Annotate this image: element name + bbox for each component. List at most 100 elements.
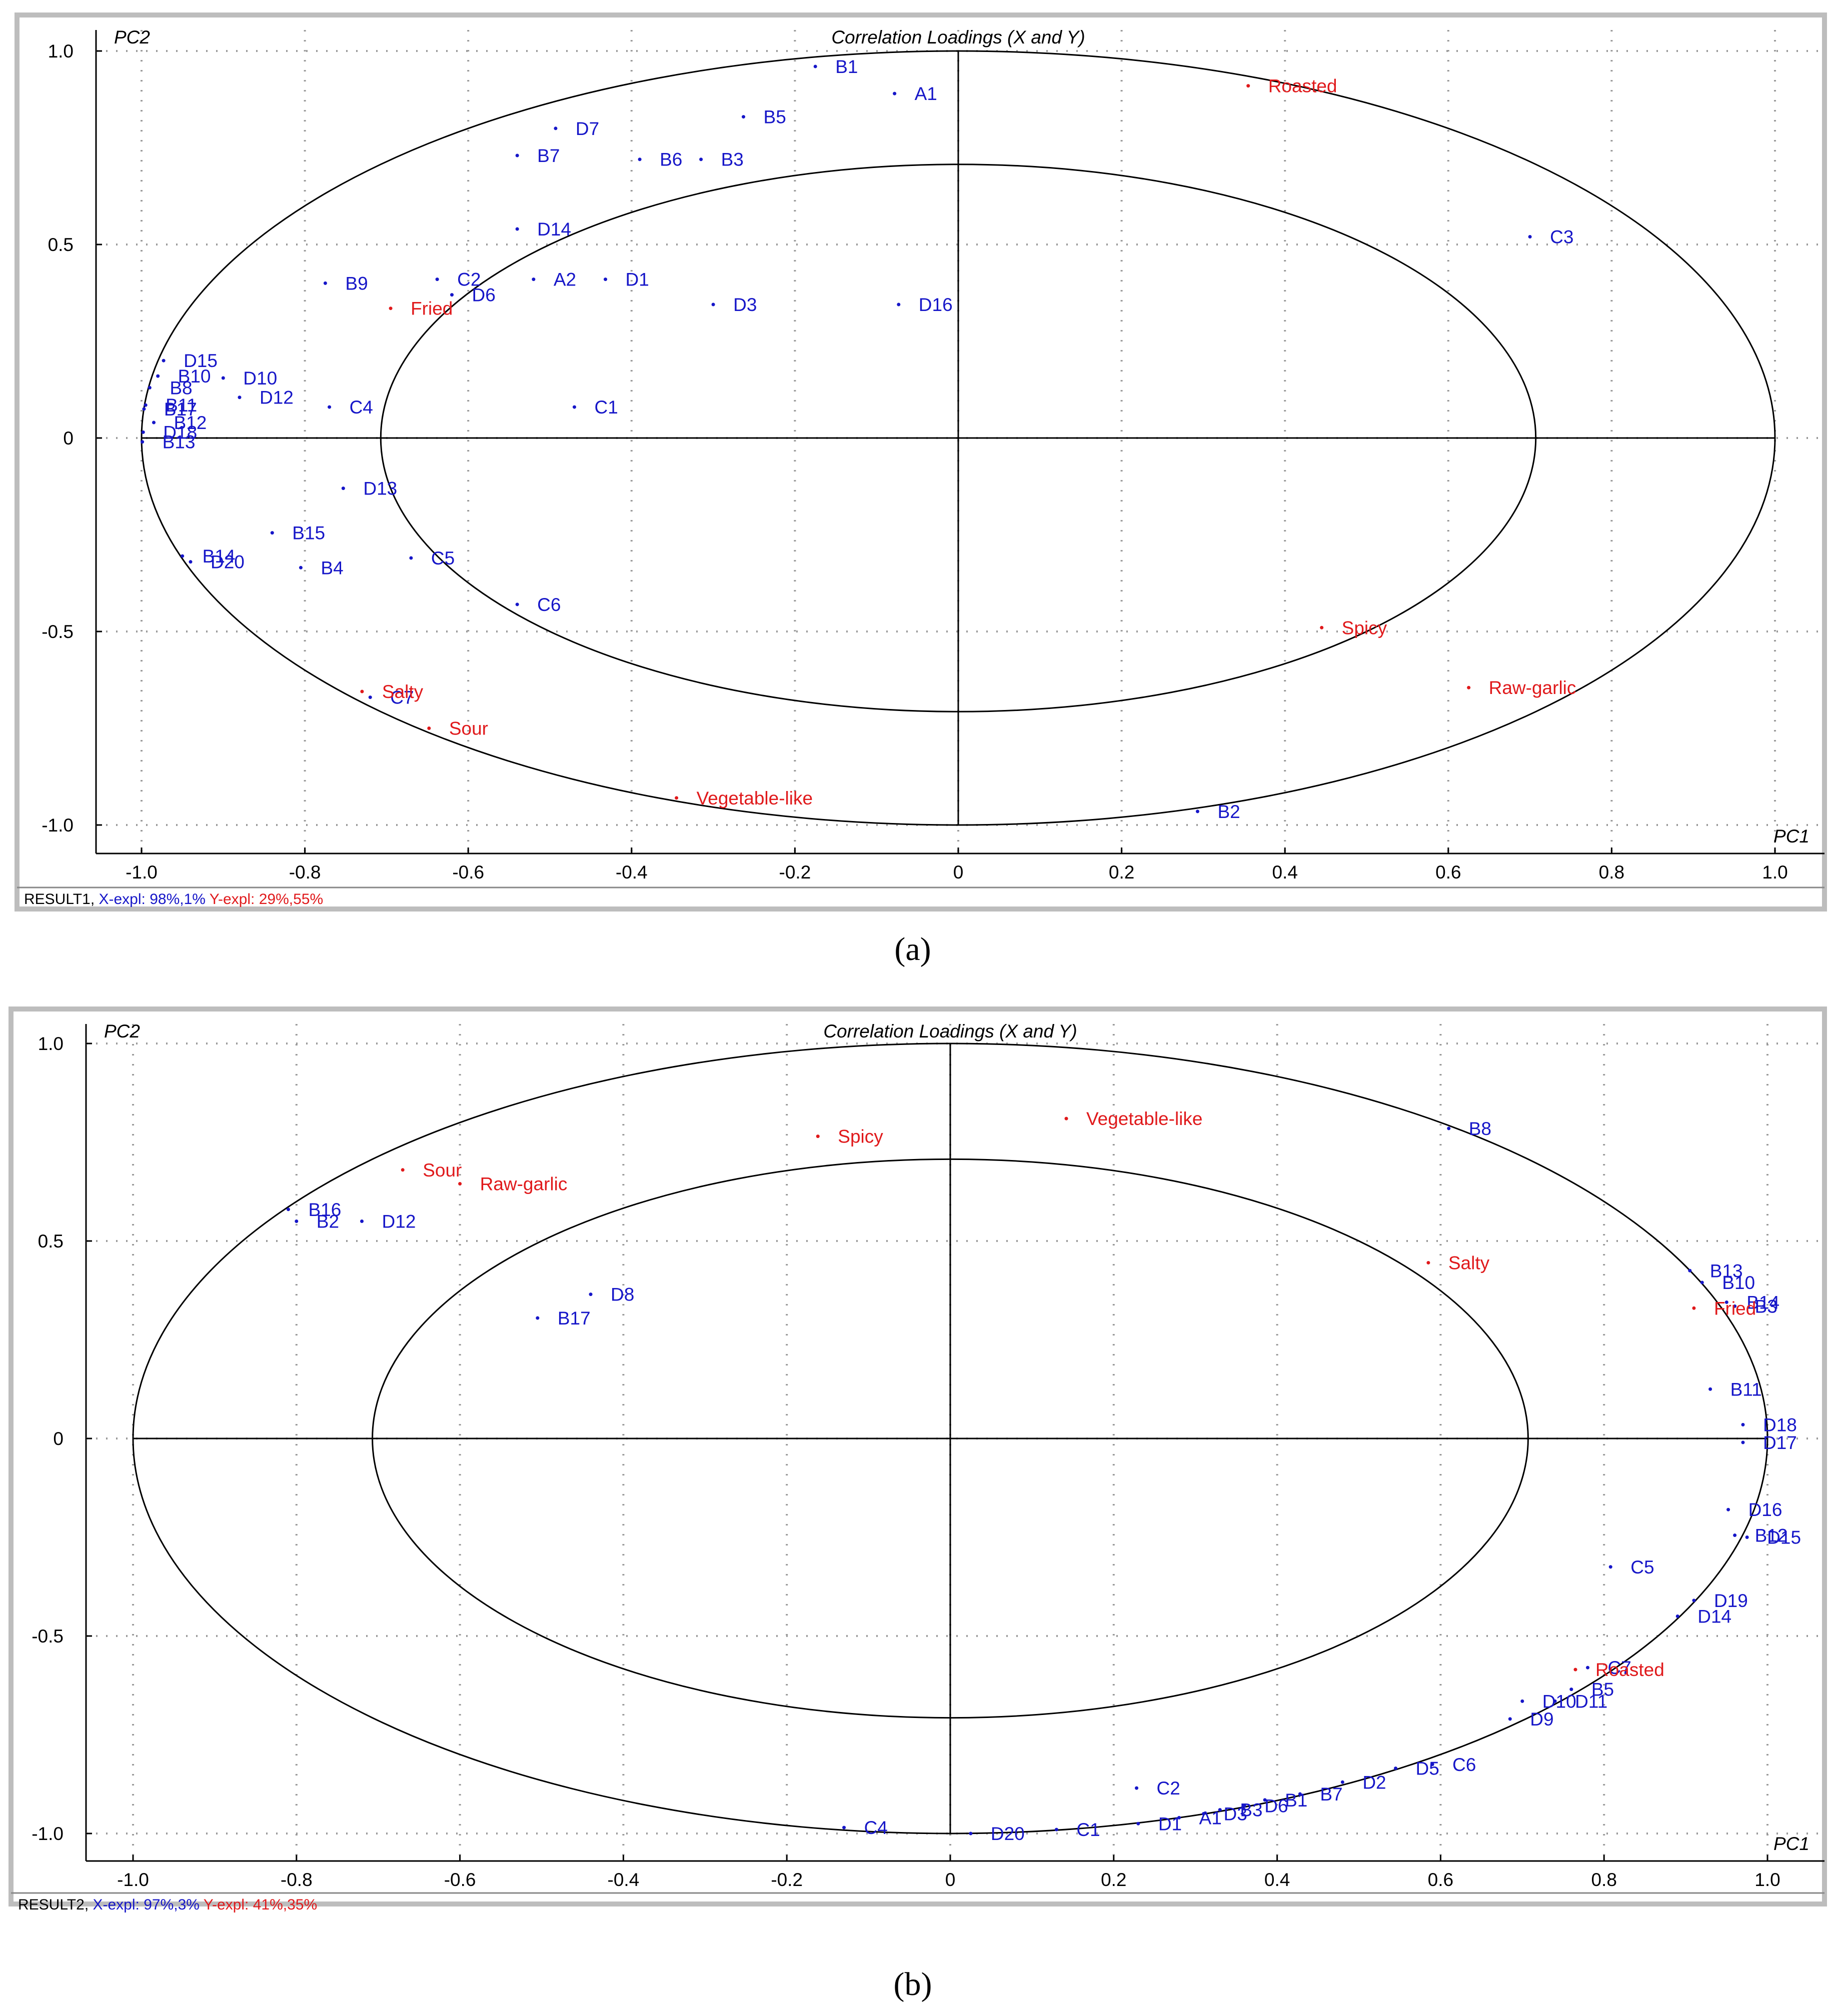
point-b8 [148, 386, 152, 390]
x-tick-label: 0.6 [1435, 862, 1461, 882]
label-d11: D11 [1575, 1691, 1607, 1712]
point-c3 [1528, 235, 1532, 239]
point-vegetable-like [675, 796, 679, 800]
point-d19 [1692, 1598, 1696, 1602]
label-b10: B10 [178, 366, 211, 386]
point-d6 [450, 293, 454, 297]
point-b16 [286, 1208, 290, 1212]
point-c5 [409, 556, 413, 560]
label-c1: C1 [1076, 1820, 1100, 1840]
point-b17 [536, 1316, 540, 1320]
label-d7: D7 [576, 118, 599, 139]
point-d7 [554, 126, 558, 130]
label-d6: D6 [472, 285, 496, 306]
point-roasted [1246, 84, 1250, 88]
point-d11 [1553, 1699, 1557, 1703]
label-b17: B17 [558, 1308, 591, 1328]
label-c1: C1 [594, 397, 618, 418]
label-d14: D14 [537, 219, 571, 240]
point-b5 [1569, 1688, 1573, 1692]
chart-title: Correlation Loadings (X and Y) [823, 1021, 1077, 1042]
x-tick-label: -0.4 [608, 1870, 640, 1890]
point-b3 [699, 158, 703, 162]
panel-caption: (a) [894, 931, 931, 968]
label-d6: D6 [1264, 1796, 1288, 1816]
x-tick-label: 0.2 [1101, 1870, 1126, 1890]
point-d3 [1202, 1812, 1206, 1816]
point-salty [1426, 1260, 1430, 1264]
label-d8: D8 [611, 1284, 634, 1305]
x-axis-title: PC1 [1773, 1834, 1809, 1854]
y-axis-title: PC2 [114, 27, 150, 48]
status-result: RESULT1, [24, 891, 99, 908]
label-b12: B12 [174, 412, 207, 433]
label-c5: C5 [1630, 1557, 1654, 1578]
label-d10: D10 [1542, 1691, 1576, 1712]
label-d12: D12 [260, 388, 294, 408]
label-c3: C3 [1550, 227, 1573, 248]
inner-correlation-ellipse [372, 1158, 1529, 1719]
label-d3: D3 [1224, 1804, 1247, 1824]
point-b8 [1447, 1126, 1451, 1130]
label-raw-garlic: Raw-garlic [1489, 678, 1576, 698]
point-c1 [572, 405, 576, 409]
point-b1 [1263, 1798, 1267, 1802]
label-sour: Sour [449, 718, 488, 739]
point-b2 [295, 1220, 299, 1223]
chart-frame [9, 1006, 1827, 1906]
x-tick-label: -0.6 [444, 1870, 476, 1890]
label-b5: B5 [764, 107, 786, 128]
point-b14 [181, 554, 185, 558]
point-b13 [141, 440, 145, 444]
label-d15: D15 [1767, 1528, 1801, 1548]
x-tick-label: 0.6 [1428, 1870, 1453, 1890]
point-roasted [1573, 1668, 1577, 1672]
point-d16 [897, 302, 901, 306]
label-b8: B8 [1469, 1118, 1491, 1139]
label-b13: B13 [1710, 1260, 1743, 1281]
point-c6 [1430, 1762, 1434, 1766]
point-b14 [1724, 1300, 1728, 1304]
label-salty: Salty [382, 682, 424, 702]
point-b3 [1733, 1304, 1737, 1308]
label-fried: Fried [1714, 1298, 1756, 1318]
point-d10 [1520, 1699, 1524, 1703]
label-d16: D16 [1748, 1500, 1782, 1520]
label-d10: D10 [243, 368, 277, 388]
label-a1: A1 [915, 84, 937, 104]
point-b2 [1195, 810, 1199, 814]
label-c4: C4 [864, 1818, 888, 1838]
status-x-expl: X-expl: 98%,1% [99, 891, 210, 908]
x-tick-label: -0.2 [771, 1870, 803, 1890]
label-b3: B3 [1755, 1296, 1777, 1316]
y-tick-label: -0.5 [42, 622, 74, 642]
point-d2 [1340, 1780, 1344, 1784]
label-roasted: Roasted [1595, 1660, 1664, 1680]
label-a1: A1 [1199, 1808, 1222, 1828]
x-tick-label: 1.0 [1762, 862, 1787, 882]
label-b2: B2 [317, 1212, 339, 1232]
point-c7 [1586, 1666, 1590, 1670]
x-tick-label: -1.0 [126, 862, 158, 882]
point-raw-garlic [1467, 686, 1471, 690]
status-y-expl: Y-expl: 41%,35% [204, 1896, 317, 1913]
x-tick-label: 0.4 [1272, 862, 1297, 882]
label-b4: B4 [321, 558, 343, 578]
point-b9 [323, 281, 327, 285]
label-vegetable-like: Vegetable-like [1086, 1108, 1202, 1129]
label-fried: Fried [411, 298, 453, 319]
label-b1: B1 [835, 56, 858, 77]
status-result: RESULT2, [18, 1896, 93, 1913]
point-c2 [435, 278, 439, 282]
label-d15: D15 [184, 350, 218, 371]
label-b1: B1 [1285, 1790, 1307, 1810]
x-tick-label: 0.8 [1599, 862, 1624, 882]
x-tick-label: 0.2 [1109, 862, 1134, 882]
point-raw-garlic [458, 1182, 462, 1186]
label-c6: C6 [537, 594, 561, 615]
label-b14: B14 [1746, 1292, 1779, 1312]
point-d5 [1394, 1766, 1398, 1770]
x-tick-label: 0 [953, 862, 964, 882]
y-tick-label: 0 [63, 428, 74, 448]
point-a1 [1177, 1816, 1181, 1820]
